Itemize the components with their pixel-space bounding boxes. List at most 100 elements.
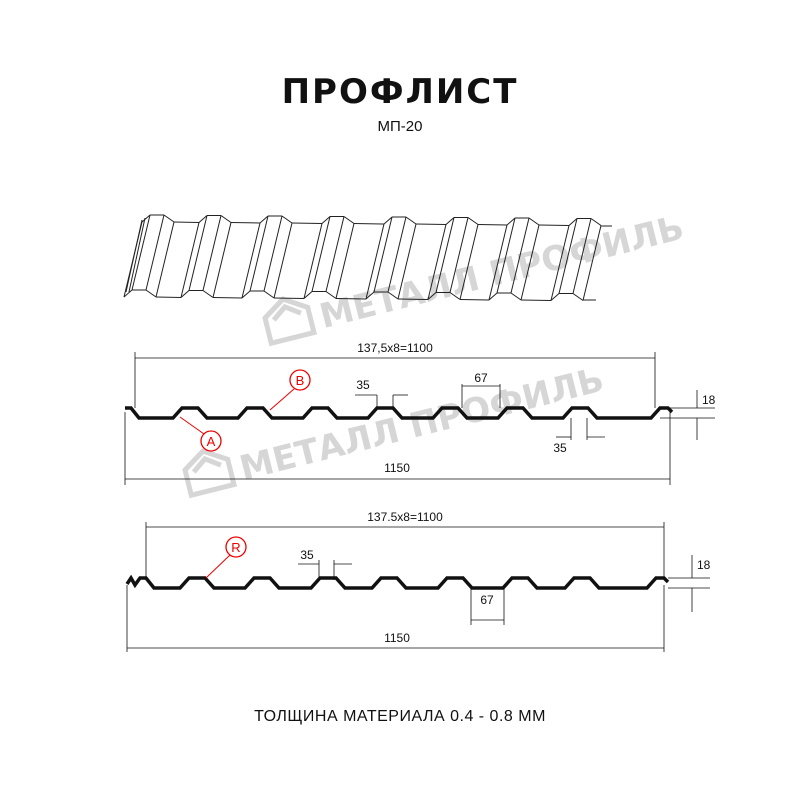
- svg-text:A: A: [207, 434, 216, 449]
- sheet-edge-line: [528, 217, 540, 226]
- sheet-edge-line: [445, 217, 455, 225]
- sheet-edge-line: [397, 223, 417, 300]
- sheet-edge-line: [449, 292, 461, 300]
- sheet-edge-line: [520, 299, 552, 301]
- sheet-edge-line: [335, 223, 355, 299]
- sheet-edge-line: [325, 216, 345, 292]
- pitch-dimension: 137,5x8=1100: [357, 341, 433, 355]
- sheet-edge-line: [198, 215, 208, 223]
- sheet-edge-line: [291, 222, 323, 224]
- sheet-edge-line: [572, 293, 584, 301]
- sheet-edge-line: [145, 214, 165, 291]
- sheet-edge-line: [202, 215, 222, 291]
- sheet-edge-line: [467, 217, 479, 225]
- sheet-edge-line: [325, 291, 337, 299]
- model-subtitle: МП-20: [377, 118, 423, 135]
- valley-dimension: 67: [480, 593, 494, 607]
- sheet-edge-line: [202, 290, 214, 298]
- sheet-edge-line: [365, 291, 375, 300]
- width-dimension: 1150: [384, 631, 410, 645]
- sheet-edge-line: [281, 215, 293, 224]
- sheet-edge-line: [311, 216, 331, 292]
- rib-top-dimension: 35: [356, 378, 370, 392]
- valley-dimension: 35: [553, 441, 567, 455]
- sheet-edge-line: [212, 297, 243, 299]
- sheet-edge-line: [263, 290, 275, 299]
- sheet-edge-line: [125, 219, 143, 293]
- sheet-edge-line: [180, 290, 190, 298]
- house-logo-icon: [182, 448, 238, 499]
- sheet-edge-line: [155, 296, 182, 298]
- sheet-edge-line: [449, 217, 469, 293]
- sheet-edge-line: [488, 292, 498, 301]
- sheet-edge-line: [373, 216, 393, 293]
- sheet-edge-line: [263, 215, 283, 292]
- sheet-edge-line: [427, 224, 447, 300]
- callout-a: A: [179, 416, 222, 452]
- sheet-edge-line: [212, 222, 232, 298]
- callout-r: R: [205, 536, 247, 579]
- sheet-edge-line: [496, 217, 516, 294]
- height-dimension: 18: [697, 558, 711, 572]
- sheet-edge-line: [353, 223, 385, 225]
- sheet-edge-line: [180, 222, 200, 298]
- sheet-edge-line: [510, 292, 522, 301]
- sheet-edge-line: [405, 216, 417, 225]
- sheet-edge-line: [273, 222, 293, 299]
- sheet-edge-line: [145, 289, 157, 298]
- sheet-edge-line: [387, 291, 399, 300]
- sheet-edge-line: [241, 222, 261, 299]
- sheet-edge-line: [321, 216, 331, 224]
- sheet-edge-line: [397, 298, 429, 300]
- sheet-edge-line: [387, 216, 407, 293]
- house-logo-icon: [262, 296, 318, 347]
- sheet-edge-line: [558, 218, 578, 294]
- sheet-edge-line: [230, 222, 261, 224]
- height-dimension: 18: [702, 393, 716, 407]
- sheet-edge-line: [477, 224, 508, 226]
- sheet-edge-line: [163, 214, 175, 223]
- svg-text:B: B: [296, 373, 305, 388]
- sheet-edge-line: [582, 225, 602, 301]
- sheet-edge-line: [538, 224, 570, 226]
- sheet-edge-line: [259, 215, 269, 224]
- sheet-edge-line: [510, 217, 530, 294]
- material-thickness-note: ТОЛЩИНА МАТЕРИАЛА 0.4 - 0.8 ММ: [254, 708, 546, 725]
- profile-b-dimensions: [126, 522, 710, 652]
- sheet-edge-line: [506, 217, 516, 226]
- sheet-edge-line: [173, 221, 200, 223]
- watermark-bottom: МЕТАЛЛ ПРОФИЛЬ: [182, 360, 608, 499]
- sheet-edge-line: [141, 214, 151, 223]
- rib-top-dimension: 35: [300, 548, 314, 562]
- sheet-edge-line: [241, 290, 251, 299]
- sheet-edge-line: [383, 216, 393, 225]
- sheet-edge-line: [520, 224, 540, 301]
- profile-b: 137.5x8=1100 35 67 18 1150 R: [125, 510, 711, 652]
- sheet-edge-line: [123, 289, 133, 298]
- watermark-top: МЕТАЛЛ ПРОФИЛЬ: [262, 208, 688, 347]
- sheet-edge-line: [303, 291, 313, 299]
- rib-base-dimension: 67: [474, 371, 488, 385]
- sheet-edge-line: [273, 297, 305, 299]
- sheet-edge-line: [303, 223, 323, 299]
- sheet-3d-view: [123, 214, 612, 301]
- sheet-edge-line: [188, 215, 208, 291]
- sheet-edge-line: [459, 299, 490, 301]
- sheet-edge-line: [550, 293, 560, 301]
- width-dimension: 1150: [384, 461, 410, 475]
- callout-b: B: [269, 369, 311, 411]
- svg-text:R: R: [231, 540, 240, 555]
- sheet-edge-line: [343, 216, 355, 224]
- sheet-edge-line: [488, 224, 508, 301]
- sheet-edge-line: [550, 225, 570, 301]
- profile-a-dimensions: [124, 352, 715, 485]
- sheet-edge-line: [572, 218, 592, 294]
- sheet-edge-line: [365, 223, 385, 300]
- sheet-edge-line: [427, 292, 437, 300]
- sheet-edge-line: [131, 214, 151, 291]
- sheet-edge-line: [459, 224, 479, 300]
- sheet-edge-line: [249, 215, 269, 292]
- profile-b-section: [125, 574, 670, 590]
- sheet-edge-line: [155, 221, 175, 298]
